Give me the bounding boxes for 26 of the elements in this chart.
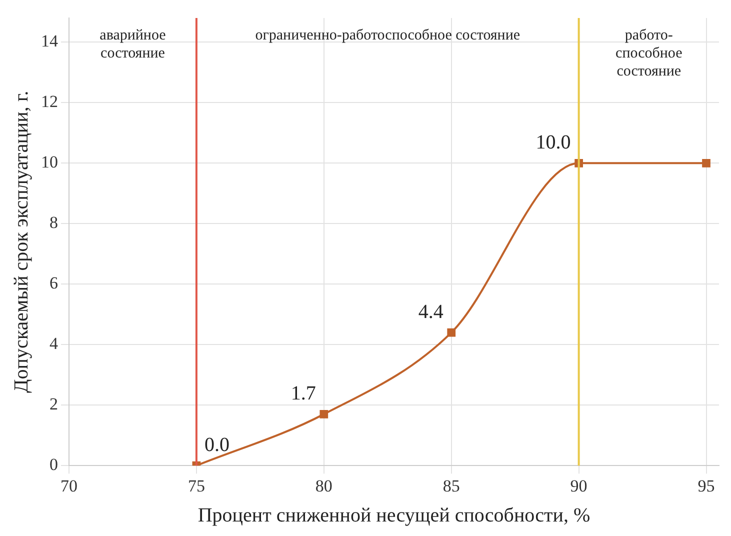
y-tick-label: 4 [50,334,58,354]
annotation: аварийное состояние [100,27,166,62]
point [320,410,328,418]
data-label: 10.0 [536,131,571,154]
data-label: 4.4 [418,300,444,323]
annotation: ограниченно-работоспособное состояние [255,27,520,44]
point [702,158,710,168]
y-tick-label: 6 [50,274,58,293]
data-label: 0.0 [204,434,230,456]
y-axis-title: Допускаемый срок эксплуатации, г. [10,90,32,393]
y-tick-label: 0 [50,455,58,474]
y-tick-label: 8 [50,213,58,232]
annotation: работо- способное состояние [616,27,683,80]
x-tick-label: 75 [188,476,205,496]
y-tick-label: 10 [41,152,58,172]
data-label: 1.7 [290,382,316,404]
x-tick-label: 80 [315,476,332,496]
x-axis-title: Процент сниженной несущей способности, % [198,504,590,526]
y-tick-label: 2 [50,394,58,414]
x-tick-label: 90 [570,476,588,496]
x-tick-label: 70 [60,476,78,496]
y-tick-label: 12 [41,92,58,112]
point [447,328,456,337]
x-tick-label: 85 [442,476,460,496]
x-tick-label: 95 [698,476,715,496]
y-tick-label: 14 [41,32,58,51]
